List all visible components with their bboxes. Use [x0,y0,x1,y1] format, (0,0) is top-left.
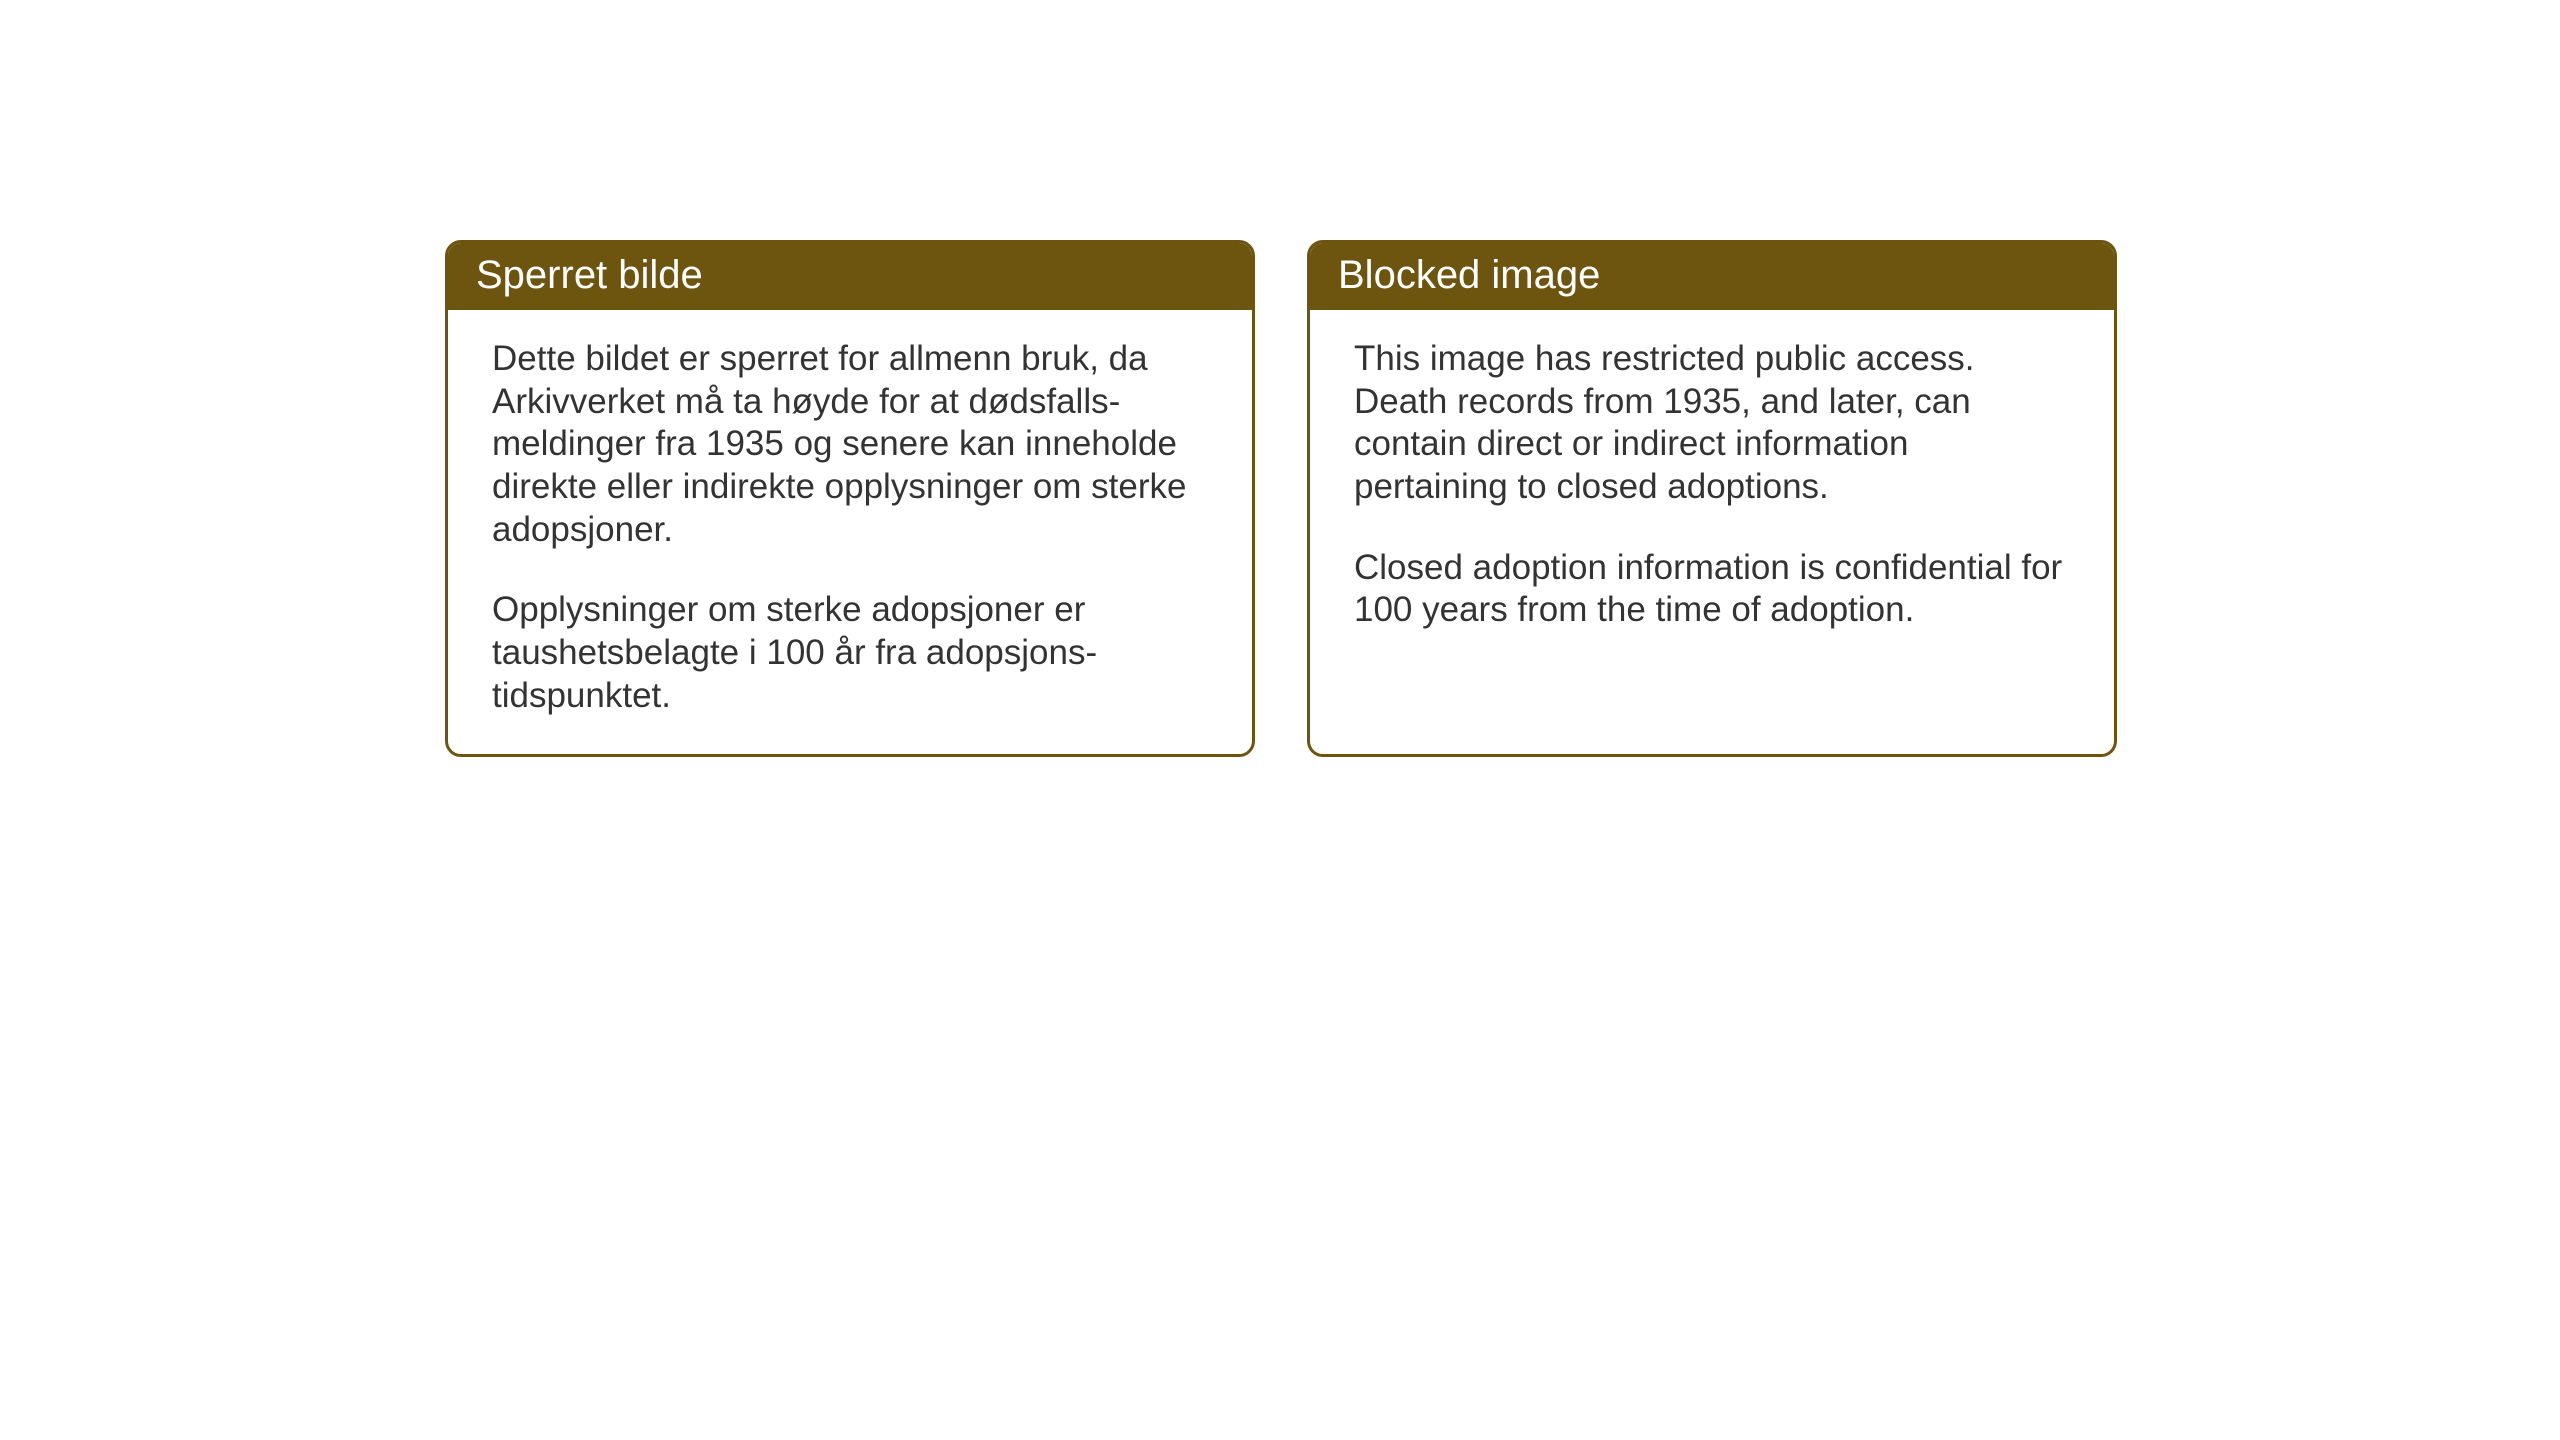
card-title-norwegian: Sperret bilde [476,253,703,297]
card-paragraph: Opplysninger om sterke adopsjoner er tau… [492,589,1208,717]
card-body-english: This image has restricted public access.… [1310,310,2114,754]
notice-card-norwegian: Sperret bilde Dette bildet er sperret fo… [445,240,1255,757]
notice-container: Sperret bilde Dette bildet er sperret fo… [445,240,2117,757]
cards-row: Sperret bilde Dette bildet er sperret fo… [445,240,2117,757]
card-paragraph: Dette bildet er sperret for allmenn bruk… [492,338,1208,551]
card-header-norwegian: Sperret bilde [448,243,1252,310]
card-body-norwegian: Dette bildet er sperret for allmenn bruk… [448,310,1252,754]
notice-card-english: Blocked image This image has restricted … [1307,240,2117,757]
card-paragraph: Closed adoption information is confident… [1354,547,2070,632]
card-paragraph: This image has restricted public access.… [1354,338,2070,509]
card-title-english: Blocked image [1338,253,1600,297]
card-header-english: Blocked image [1310,243,2114,310]
